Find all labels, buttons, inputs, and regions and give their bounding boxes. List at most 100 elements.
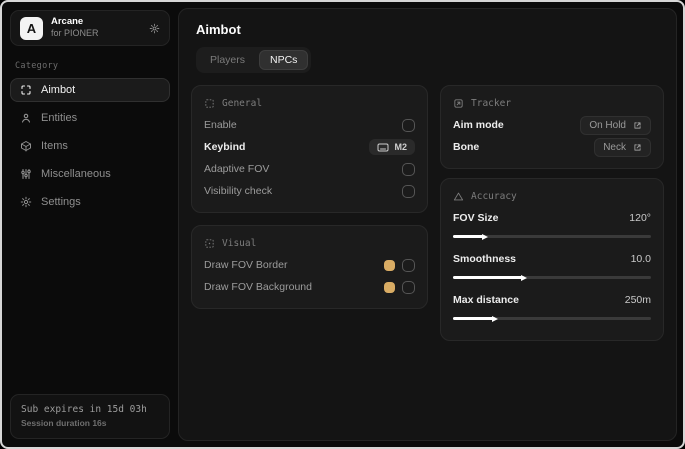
dashed-box-icon (204, 98, 215, 109)
app-subtitle: for PIONER (51, 28, 99, 39)
category-label: Category (15, 61, 59, 71)
max-distance-slider[interactable] (453, 315, 651, 322)
sidebar-item-aimbot[interactable]: Aimbot (10, 78, 170, 102)
setting-row-max-distance: Max distance 250m (453, 289, 651, 322)
sidebar-nav: Aimbot Entities Items (10, 78, 170, 214)
sliders-icon (20, 168, 32, 180)
setting-label: Max distance (453, 294, 519, 306)
gear-icon (20, 196, 32, 208)
setting-label: Aim mode (453, 119, 504, 131)
setting-label: Smoothness (453, 253, 517, 265)
sidebar-item-label: Settings (41, 196, 81, 208)
setting-row-fov-size: FOV Size 120° (453, 207, 651, 240)
tab-npcs[interactable]: NPCs (259, 50, 309, 70)
enable-checkbox[interactable] (402, 118, 415, 132)
max-distance-value: 250m (624, 294, 651, 306)
color-checkbox-group (384, 258, 415, 272)
person-icon (20, 112, 32, 124)
app-title: Arcane (51, 16, 84, 28)
setting-row-fov-border: Draw FOV Border (204, 254, 415, 276)
accuracy-card: Accuracy FOV Size 120° (440, 178, 664, 341)
dropdown-value: Neck (603, 141, 626, 153)
adaptive-fov-checkbox[interactable] (402, 162, 415, 176)
dropdown-value: On Hold (589, 119, 626, 131)
main-panel: Aimbot Players NPCs General (178, 8, 677, 441)
setting-label: Bone (453, 141, 480, 153)
page-title: Aimbot (196, 22, 241, 37)
app-logo: A (20, 16, 43, 40)
color-checkbox-group (384, 280, 415, 294)
sidebar-item-label: Aimbot (41, 84, 76, 96)
section-title: General (222, 98, 263, 109)
setting-label: Keybind (204, 141, 246, 153)
fov-background-checkbox[interactable] (402, 280, 415, 294)
general-card-header: General (204, 98, 415, 109)
setting-row-enable: Enable (204, 114, 415, 136)
scan-crosshair-icon (20, 84, 32, 96)
fov-background-color-swatch[interactable] (384, 281, 395, 293)
setting-row-fov-background: Draw FOV Background (204, 276, 415, 298)
setting-label: Draw FOV Background (204, 281, 312, 293)
slider-header: FOV Size 120° (453, 207, 651, 229)
slider-header: Smoothness 10.0 (453, 248, 651, 270)
sidebar-item-miscellaneous[interactable]: Miscellaneous (10, 162, 170, 186)
sidebar-item-items[interactable]: Items (10, 134, 170, 158)
bone-dropdown[interactable]: Neck (594, 137, 651, 157)
slider-thumb[interactable] (491, 315, 498, 322)
tab-players[interactable]: Players (210, 54, 246, 66)
aim-mode-dropdown[interactable]: On Hold (580, 115, 651, 135)
slider-fill (453, 276, 525, 279)
setting-row-bone: Bone Neck (453, 136, 651, 158)
setting-row-smoothness: Smoothness 10.0 (453, 248, 651, 281)
sidebar-item-settings[interactable]: Settings (10, 190, 170, 214)
tracker-card-header: Tracker (453, 98, 651, 109)
smoothness-slider[interactable] (453, 274, 651, 281)
smoothness-value: 10.0 (630, 253, 651, 265)
subscription-status-card: Sub expires in 15d 03h Session duration … (10, 394, 170, 439)
fov-size-slider[interactable] (453, 233, 651, 240)
keybind-value: M2 (394, 142, 407, 152)
cube-icon (20, 140, 32, 152)
sidebar-item-label: Miscellaneous (41, 168, 111, 180)
expand-icon (633, 143, 642, 152)
right-column: Tracker Aim mode On Hold (440, 85, 664, 341)
slider-fill (453, 317, 495, 320)
slider-thumb[interactable] (521, 274, 528, 281)
slider-header: Max distance 250m (453, 289, 651, 311)
expand-icon (633, 121, 642, 130)
general-card: General Enable Keybind (191, 85, 428, 213)
visual-card-header: Visual (204, 238, 415, 249)
sidebar-item-label: Items (41, 140, 68, 152)
setting-label: Draw FOV Border (204, 259, 288, 271)
setting-row-visibility-check: Visibility check (204, 180, 415, 202)
setting-label: Adaptive FOV (204, 163, 270, 175)
box-arrow-icon (453, 98, 464, 109)
fov-border-checkbox[interactable] (402, 258, 415, 272)
accuracy-card-header: Accuracy (453, 191, 651, 202)
tracker-card: Tracker Aim mode On Hold (440, 85, 664, 169)
setting-row-adaptive-fov: Adaptive FOV (204, 158, 415, 180)
triangle-icon (453, 191, 464, 202)
section-title: Visual (222, 238, 257, 249)
setting-label: FOV Size (453, 212, 499, 224)
gear-icon[interactable] (149, 23, 160, 34)
sidebar-item-entities[interactable]: Entities (10, 106, 170, 130)
fov-border-color-swatch[interactable] (384, 259, 395, 271)
target-tabs: Players NPCs (196, 47, 312, 73)
keyboard-icon (377, 143, 389, 152)
setting-label: Visibility check (204, 185, 273, 197)
section-title: Tracker (471, 98, 512, 109)
sidebar: A Arcane for PIONER Category Aim (2, 2, 178, 447)
setting-row-aim-mode: Aim mode On Hold (453, 114, 651, 136)
sub-expiry-text: Sub expires in 15d 03h (21, 404, 147, 415)
section-title: Accuracy (471, 191, 517, 202)
visibility-check-checkbox[interactable] (402, 184, 415, 198)
keybind-button[interactable]: M2 (369, 139, 415, 155)
setting-label: Enable (204, 119, 237, 131)
slider-fill (453, 235, 485, 238)
visual-card: Visual Draw FOV Border Draw FOV Backgrou… (191, 225, 428, 309)
focus-dot-icon (204, 238, 215, 249)
setting-row-keybind: Keybind M2 (204, 136, 415, 158)
slider-thumb[interactable] (481, 233, 488, 240)
